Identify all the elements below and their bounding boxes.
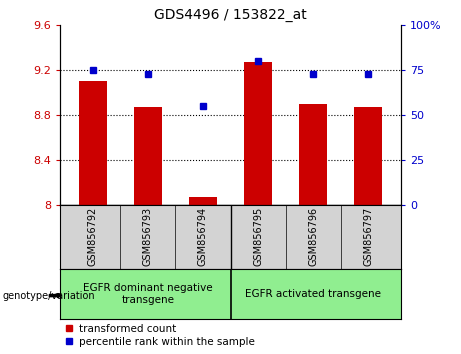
Legend: transformed count, percentile rank within the sample: transformed count, percentile rank withi…	[65, 324, 254, 347]
Bar	[244, 62, 272, 205]
Text: GSM856793: GSM856793	[143, 207, 153, 266]
Text: GSM856794: GSM856794	[198, 207, 208, 266]
Bar	[355, 107, 382, 205]
Text: GSM856797: GSM856797	[363, 207, 373, 266]
Text: EGFR dominant negative
transgene: EGFR dominant negative transgene	[83, 283, 213, 305]
Text: GSM856795: GSM856795	[253, 207, 263, 266]
Bar	[189, 198, 217, 205]
Text: EGFR activated transgene: EGFR activated transgene	[245, 289, 381, 299]
Text: genotype/variation: genotype/variation	[2, 291, 95, 301]
Bar	[299, 104, 327, 205]
Text: GSM856796: GSM856796	[308, 207, 318, 266]
Text: GSM856792: GSM856792	[88, 207, 98, 266]
Title: GDS4496 / 153822_at: GDS4496 / 153822_at	[154, 8, 307, 22]
Bar	[134, 107, 162, 205]
Bar	[79, 81, 106, 205]
